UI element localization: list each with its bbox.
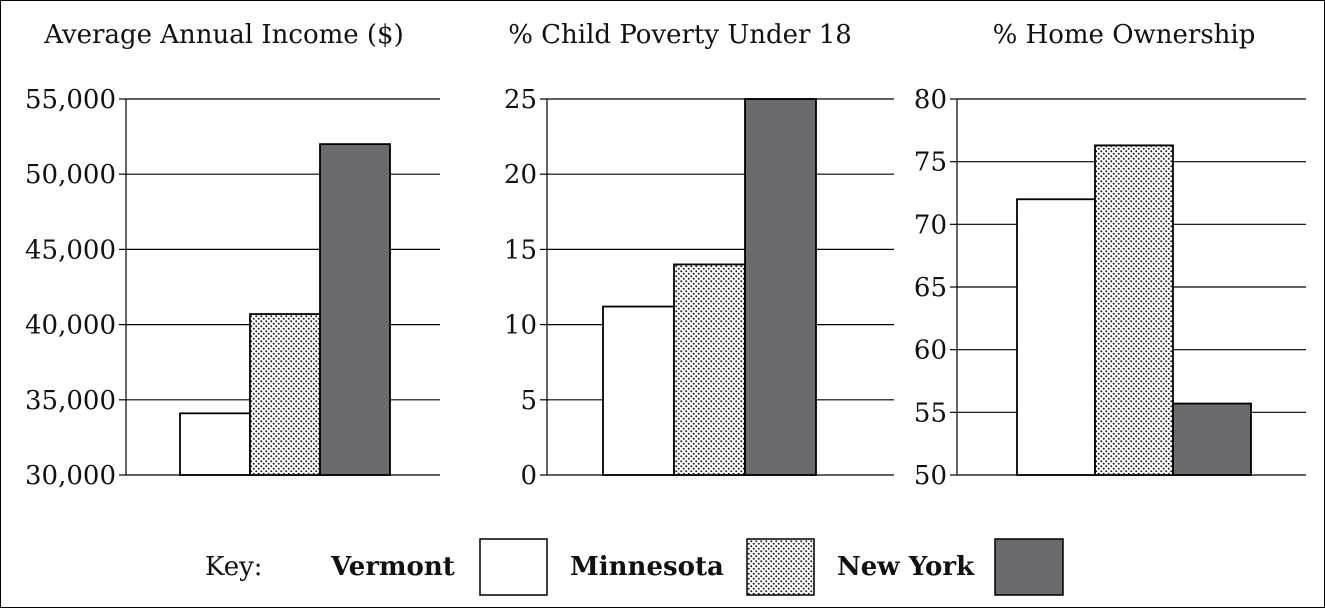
y-tick-label: 30,000 xyxy=(25,461,116,491)
y-tick-label: 25 xyxy=(504,85,537,115)
bar-minnesota xyxy=(249,313,321,476)
y-tick-label: 5 xyxy=(520,386,537,416)
y-tick-label: 55,000 xyxy=(25,85,116,115)
bar-minnesota xyxy=(673,263,746,476)
bar-new-york xyxy=(744,98,817,476)
legend-swatch-vermont xyxy=(479,538,548,596)
legend-swatch-minnesota xyxy=(746,538,815,596)
y-tick-label: 65 xyxy=(914,273,947,303)
plot-area: 50 55 60 65 70 75 80 xyxy=(914,85,1306,491)
chart-home-ownership: % Home Ownership 50 55 60 65 70 75 80 xyxy=(914,20,1306,491)
legend-label-new-york: New York xyxy=(837,552,975,582)
legend-label-minnesota: Minnesota xyxy=(570,552,724,582)
legend: Key: Vermont Minnesota New York xyxy=(205,538,1064,596)
bar-vermont xyxy=(1016,198,1096,476)
y-tick-label: 55 xyxy=(914,398,947,428)
chart-title: % Home Ownership xyxy=(993,20,1256,50)
bar-new-york xyxy=(1172,402,1252,476)
chart-title: % Child Poverty Under 18 xyxy=(508,20,852,50)
y-tick-label: 80 xyxy=(914,85,947,115)
y-tick-label: 40,000 xyxy=(25,311,116,341)
chart-child-poverty: % Child Poverty Under 18 0 5 10 15 20 25 xyxy=(504,20,894,491)
y-tick-label: 75 xyxy=(914,148,947,178)
y-tick-label: 15 xyxy=(504,235,537,265)
bar-vermont xyxy=(602,305,675,476)
legend-label-vermont: Vermont xyxy=(330,552,455,582)
bar-new-york xyxy=(319,143,391,476)
plot-area: 30,000 35,000 40,000 45,000 50,000 55,000 xyxy=(25,85,440,491)
y-tick-label: 45,000 xyxy=(25,235,116,265)
y-tick-label: 35,000 xyxy=(25,386,116,416)
chart-average-annual-income: Average Annual Income ($) 30,000 35,000 40… xyxy=(25,20,440,491)
legend-prefix: Key: xyxy=(205,552,263,582)
chart-title: Average Annual Income ($) xyxy=(43,20,403,50)
y-tick-label: 10 xyxy=(504,311,537,341)
y-tick-label: 50 xyxy=(914,461,947,491)
y-tick-label: 70 xyxy=(914,210,947,240)
bar-minnesota xyxy=(1094,144,1174,476)
y-tick-label: 0 xyxy=(520,461,537,491)
y-tick-label: 50,000 xyxy=(25,160,116,190)
bar-vermont xyxy=(179,412,251,476)
legend-swatch-new-york xyxy=(994,538,1064,596)
y-tick-label: 60 xyxy=(914,336,947,366)
plot-area: 0 5 10 15 20 25 xyxy=(504,85,894,491)
y-tick-label: 20 xyxy=(504,160,537,190)
